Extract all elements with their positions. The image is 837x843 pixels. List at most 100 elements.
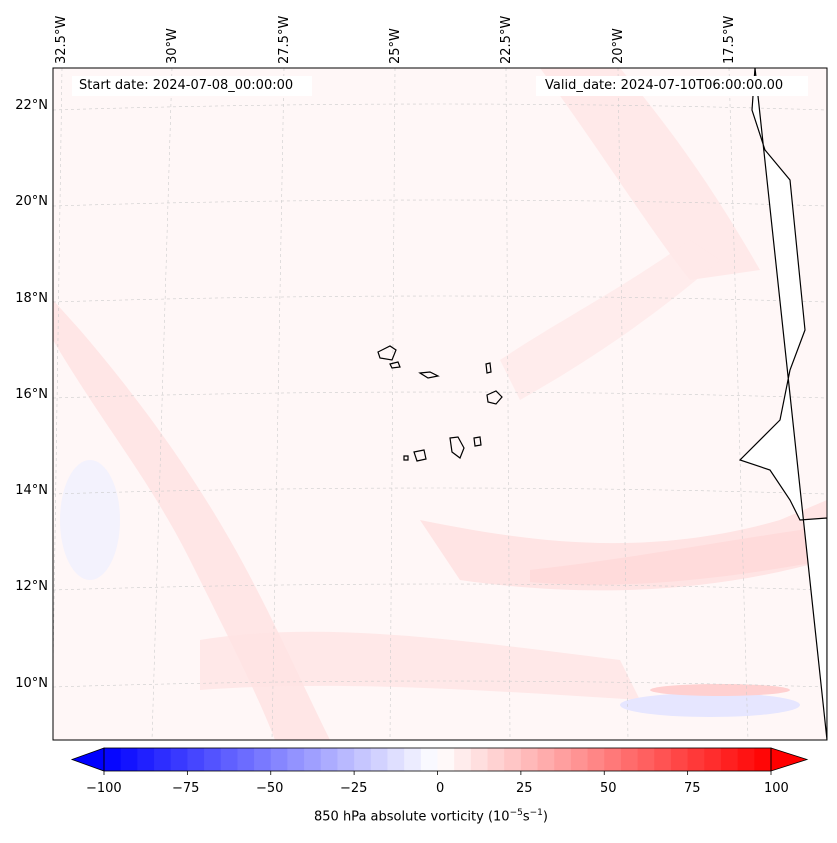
- meridian-gridline: [505, 68, 511, 740]
- vorticity-band-lower: [200, 631, 640, 700]
- africa-coastline: [738, 68, 827, 740]
- valid-date-text: Valid_date: 2024-07-10T06:00:00.00: [545, 78, 784, 93]
- meridian-gridline: [617, 68, 629, 740]
- colorbar-segment: [520, 748, 539, 771]
- colorbar-segment: [437, 748, 455, 771]
- colorbar-tick-label: 100: [764, 781, 789, 796]
- parallel-gridline: [53, 295, 827, 303]
- vorticity-band-south: [530, 520, 827, 585]
- colorbar-segment: [487, 748, 505, 771]
- island-maio: [473, 436, 482, 447]
- longitude-label-20w: 20°W: [611, 28, 626, 64]
- colorbar-tick-label: −25: [340, 781, 368, 796]
- colorbar-segment: [670, 748, 689, 771]
- colorbar-segment: [454, 748, 472, 771]
- colorbar-segment: [554, 748, 572, 771]
- colorbar-segment: [354, 748, 372, 771]
- map-frame: [52, 67, 828, 741]
- parallel-gridline: [53, 103, 827, 111]
- colorbar-max-extension: [770, 747, 809, 772]
- colorbar-segment: [154, 748, 172, 771]
- colorbar-segment: [704, 748, 722, 771]
- colorbar-segment: [187, 748, 205, 771]
- colorbar-segment: [720, 748, 739, 771]
- colorbar-tick-label: 75: [684, 781, 701, 796]
- colorbar-segment: [287, 748, 305, 771]
- colorbar-segment: [304, 748, 322, 771]
- vorticity-band-west: [53, 300, 330, 740]
- island-santiago: [449, 436, 465, 459]
- colorbar-segment: [504, 748, 522, 771]
- parallel-gridline: [53, 583, 827, 591]
- colorbar-segment: [604, 748, 622, 771]
- colorbar-segment: [237, 748, 255, 771]
- colorbar-title-unit: s: [522, 809, 530, 825]
- colorbar-segment: [170, 748, 188, 771]
- latitude-label-14n: 14°N: [15, 483, 48, 498]
- colorbar-tick-label: −50: [256, 781, 284, 796]
- colorbar-tick-label: 50: [600, 781, 617, 796]
- colorbar-segment: [620, 748, 639, 771]
- island-sao-vicente: [389, 361, 401, 369]
- colorbar-tick-label: −75: [172, 781, 200, 796]
- latitude-label-20n: 20°N: [15, 194, 48, 209]
- colorbar-segment: [337, 748, 355, 771]
- colorbar-segment: [737, 748, 755, 771]
- colorbar-min-extension: [70, 747, 105, 772]
- latitude-label-18n: 18°N: [15, 291, 48, 306]
- colorbar-segment: [254, 748, 272, 771]
- longitude-label-17-5w: 17.5°W: [722, 15, 737, 64]
- colorbar-title-exp1: −5: [509, 808, 523, 818]
- longitude-label-30w: 30°W: [165, 28, 180, 64]
- colorbar-segment: [220, 748, 238, 771]
- island-sal: [485, 362, 492, 374]
- start-date-box: [72, 76, 312, 96]
- colorbar-title: 850 hPa absolute vorticity (10−5s−1): [314, 808, 548, 824]
- colorbar-segment: [754, 748, 772, 771]
- colorbar-segment: [420, 748, 439, 771]
- longitude-label-32-5w: 32.5°W: [54, 15, 69, 64]
- parallel-gridline: [53, 391, 827, 399]
- latitude-label-16n: 16°N: [15, 387, 48, 402]
- latitude-label-10n: 10°N: [15, 676, 48, 691]
- colorbar-segment: [470, 748, 489, 771]
- colorbar-segment: [570, 748, 589, 771]
- longitude-label-25w: 25°W: [388, 28, 403, 64]
- meridian-gridline: [728, 68, 749, 740]
- negative-vorticity-patch-west: [60, 460, 120, 580]
- colorbar-segment: [654, 748, 672, 771]
- gridlines: [53, 68, 827, 740]
- colorbar-segment: [204, 748, 222, 771]
- meridian-gridline: [389, 68, 396, 740]
- colorbar-segment: [687, 748, 705, 771]
- island-boa-vista: [486, 390, 503, 405]
- island-sao-nicolau: [418, 371, 440, 379]
- longitude-label-22-5w: 22.5°W: [499, 15, 514, 64]
- colorbar-title-end: ): [542, 809, 548, 825]
- island-santo-antao: [377, 345, 397, 361]
- colorbar-title-exp2: −1: [529, 808, 543, 818]
- latitude-label-12n: 12°N: [15, 579, 48, 594]
- colorbar-title-main: 850 hPa absolute vorticity (10: [314, 809, 510, 825]
- vorticity-band-north: [540, 68, 760, 280]
- colorbar-segment: [120, 748, 138, 771]
- meridian-gridline: [53, 68, 63, 693]
- meridian-gridline: [271, 68, 285, 740]
- valid-date-box: [536, 76, 808, 96]
- colorbar: [70, 747, 809, 775]
- parallel-gridline: [53, 199, 827, 207]
- colorbar-segment: [104, 748, 122, 771]
- colorbar-segment: [320, 748, 339, 771]
- positive-vorticity-patch: [650, 684, 790, 696]
- colorbar-segment: [637, 748, 655, 771]
- parallel-gridline: [53, 680, 827, 688]
- colorbar-segment: [537, 748, 555, 771]
- colorbar-tick-label: −100: [86, 781, 122, 796]
- colorbar-segment: [270, 748, 289, 771]
- longitude-label-27-5w: 27.5°W: [277, 15, 292, 64]
- island-brava: [403, 455, 409, 461]
- map-area: [53, 68, 827, 740]
- start-date-text: Start date: 2024-07-08_00:00:00: [79, 78, 294, 93]
